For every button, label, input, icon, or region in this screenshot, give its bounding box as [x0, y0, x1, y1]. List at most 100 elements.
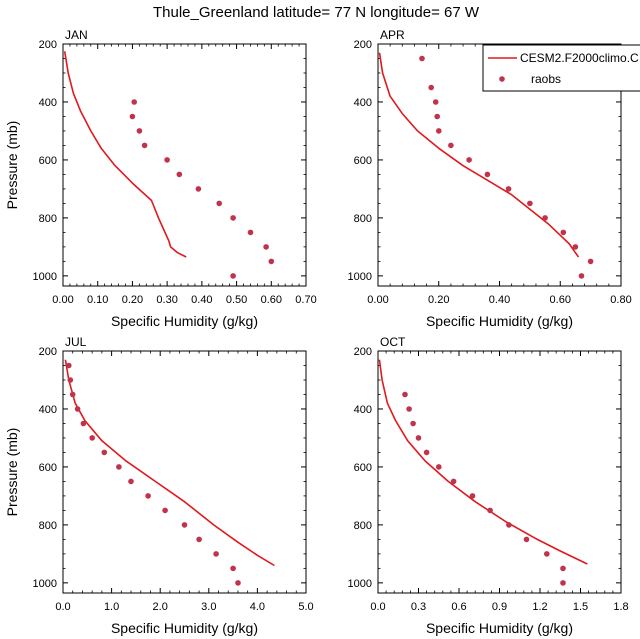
obs-point — [428, 84, 435, 91]
y-tick-label: 400 — [354, 97, 372, 109]
y-tick-label: 600 — [354, 155, 372, 167]
legend-box — [482, 44, 640, 92]
obs-point — [116, 464, 122, 470]
obs-point — [410, 420, 416, 427]
x-tick-label: 0.3 — [411, 601, 426, 613]
chart-panel-jan: 0.00 0.10 0.20 0.30 0.40 0.50 0.60 0.70 200 400 60… — [4, 28, 317, 329]
x-tick-label: 0.70 — [295, 294, 316, 306]
obs-point — [466, 157, 472, 163]
obs-point — [145, 493, 151, 499]
panel-label: APR — [380, 28, 405, 42]
y-tick-label: 200 — [39, 346, 57, 358]
obs-point — [136, 128, 143, 134]
obs-point — [216, 200, 222, 207]
y-tick-label: 400 — [39, 97, 57, 109]
obs-point — [176, 171, 183, 178]
obs-point — [560, 565, 566, 572]
obs-point — [67, 377, 74, 383]
x-axis-label: Specific Humidity (g/kg) — [111, 620, 258, 636]
obs-point — [164, 157, 170, 163]
legend-model-label: CESM2.F2000climo.C — [520, 51, 639, 65]
x-axis-label: Specific Humidity (g/kg) — [426, 313, 573, 329]
obs-point — [128, 478, 134, 485]
obs-point — [578, 273, 585, 279]
x-tick-label: 5.0 — [298, 601, 313, 613]
obs-point — [487, 507, 493, 514]
obs-point — [230, 565, 236, 572]
y-axis-label: Pressure (mb) — [4, 428, 20, 517]
obs-point — [268, 258, 275, 265]
x-tick-label: 0.00 — [52, 294, 73, 306]
obs-point — [419, 55, 425, 62]
y-tick-label: 800 — [39, 213, 57, 225]
y-tick-label: 1000 — [33, 271, 57, 283]
x-tick-label: 0.60 — [550, 294, 571, 306]
x-tick-label: 0.20 — [122, 294, 143, 306]
y-tick-label: 1000 — [348, 271, 372, 283]
panel-label: JUL — [65, 335, 87, 349]
obs-point — [89, 435, 95, 441]
obs-point — [196, 536, 202, 543]
obs-point — [450, 478, 457, 485]
obs-point — [448, 142, 454, 149]
obs-point — [181, 522, 188, 528]
chart-panel-jul: 0.0 1.0 2.0 3.0 4.0 5.0 200 400 600 800 1000 JUL Spe… — [4, 335, 314, 636]
y-tick-label: 1000 — [33, 578, 57, 590]
y-tick-label: 400 — [39, 404, 57, 416]
x-tick-label: 0.40 — [489, 294, 510, 306]
x-tick-label: 0.0 — [55, 601, 70, 613]
x-tick-label: 0.80 — [610, 294, 631, 306]
x-tick-label: 0.10 — [87, 294, 108, 306]
x-tick-label: 2.0 — [153, 601, 168, 613]
obs-point — [195, 186, 202, 192]
series-model-line — [63, 51, 187, 258]
obs-point — [484, 171, 491, 178]
figure-title: Thule_Greenland latitude= 77 N longitude… — [153, 4, 480, 21]
y-tick-label: 1000 — [348, 578, 372, 590]
obs-point — [432, 99, 439, 105]
y-tick-label: 200 — [39, 39, 57, 51]
obs-point — [101, 449, 108, 456]
obs-point — [235, 580, 241, 586]
x-tick-label: 1.2 — [532, 601, 547, 613]
series-model-line — [64, 359, 275, 567]
obs-point — [162, 507, 168, 514]
obs-point — [587, 258, 594, 265]
x-tick-label: 0.6 — [451, 601, 466, 613]
y-tick-label: 200 — [354, 39, 372, 51]
obs-point — [69, 391, 76, 398]
legend: CESM2.F2000climo.C raobs — [482, 44, 640, 92]
x-tick-label: 4.0 — [250, 601, 265, 613]
panel-label: OCT — [380, 335, 406, 349]
x-tick-label: 1.8 — [613, 601, 628, 613]
series-model-line — [378, 359, 588, 565]
x-tick-label: 1.0 — [104, 601, 119, 613]
y-tick-label: 800 — [354, 520, 372, 532]
chart-panel-oct: 0.0 0.3 0.6 0.9 1.2 1.5 1.8 200 400 600 800 1000 OCT… — [348, 335, 629, 636]
obs-point — [436, 128, 442, 134]
y-tick-label: 200 — [354, 346, 372, 358]
x-tick-label: 0.0 — [370, 601, 385, 613]
obs-point — [572, 244, 579, 250]
x-tick-label: 0.50 — [226, 294, 247, 306]
obs-point — [423, 449, 430, 456]
x-tick-label: 3.0 — [201, 601, 216, 613]
obs-point — [436, 464, 442, 470]
x-tick-label: 0.30 — [156, 294, 177, 306]
obs-point — [66, 362, 72, 369]
y-tick-label: 800 — [39, 520, 57, 532]
y-axis-label: Pressure (mb) — [4, 121, 20, 210]
obs-point — [80, 420, 87, 427]
x-axis-label: Specific Humidity (g/kg) — [426, 620, 573, 636]
plot-frame — [62, 350, 307, 594]
obs-point — [527, 200, 533, 207]
obs-point — [523, 536, 530, 543]
obs-point — [247, 229, 254, 236]
plot-frame — [62, 43, 307, 287]
x-tick-label: 0.40 — [191, 294, 212, 306]
obs-point — [263, 244, 269, 250]
obs-point — [402, 391, 408, 398]
y-tick-label: 600 — [354, 462, 372, 474]
obs-point — [74, 406, 81, 412]
